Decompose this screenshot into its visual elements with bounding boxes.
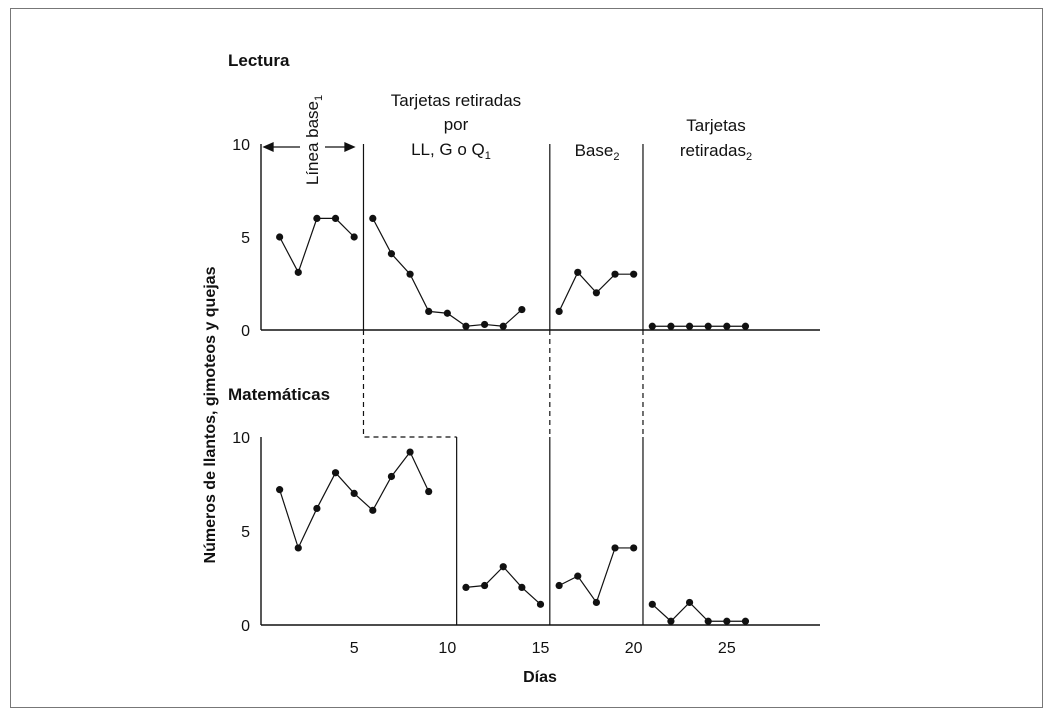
series-line-matematicas-1 bbox=[279, 450, 430, 550]
y-tick-label-lectura-10: 10 bbox=[232, 137, 250, 154]
data-point-lectura-2-5 bbox=[443, 309, 451, 317]
phase-label-cards1-line3: LL, G o Q1 bbox=[411, 140, 491, 162]
data-point-matematicas-2-5 bbox=[536, 600, 545, 608]
data-point-matematicas-3-3 bbox=[592, 598, 601, 607]
series-line-matematicas-4 bbox=[651, 601, 746, 623]
data-point-matematicas-4-6 bbox=[741, 617, 750, 625]
data-point-lectura-2-9 bbox=[518, 305, 526, 314]
y-tick-label-matematicas-0: 0 bbox=[241, 618, 250, 635]
y-tick-label-lectura-5: 5 bbox=[241, 230, 250, 247]
plot-layer: 0 5 10 0 5 10 5 10 15 20 25 bbox=[232, 137, 820, 657]
data-point-matematicas-1-6 bbox=[369, 506, 377, 514]
x-tick-label-5: 5 bbox=[350, 640, 359, 657]
data-point-lectura-3-5 bbox=[630, 270, 638, 278]
data-point-matematicas-4-4 bbox=[704, 617, 712, 625]
series-line-lectura-1 bbox=[279, 217, 355, 274]
arrow-left-head bbox=[262, 141, 274, 153]
data-point-matematicas-3-5 bbox=[630, 544, 638, 552]
phase-label-cards1-line1: Tarjetas retiradas bbox=[391, 91, 521, 110]
x-tick-label-10: 10 bbox=[438, 640, 456, 657]
phase-label-cards2-line1: Tarjetas bbox=[686, 116, 746, 135]
panel-title-matematicas: Matemáticas bbox=[228, 385, 330, 404]
x-tick-label-20: 20 bbox=[625, 640, 643, 657]
arrow-right-head bbox=[344, 141, 356, 153]
data-point-matematicas-1-1 bbox=[276, 486, 284, 494]
x-tick-label-15: 15 bbox=[532, 640, 550, 657]
phase-label-base2: Base2 bbox=[575, 141, 620, 163]
data-point-lectura-1-3 bbox=[313, 214, 321, 222]
data-point-lectura-2-1 bbox=[369, 214, 377, 222]
data-point-matematicas-2-3 bbox=[499, 563, 507, 571]
data-point-matematicas-1-7 bbox=[387, 472, 396, 481]
phase-label-cards1-line3-sub: 1 bbox=[485, 150, 491, 162]
y-axis-title: Números de llantos, gimoteos y quejas bbox=[202, 266, 219, 563]
data-point-matematicas-4-5 bbox=[723, 617, 731, 625]
data-point-matematicas-1-5 bbox=[350, 489, 358, 497]
data-point-lectura-4-4 bbox=[704, 322, 712, 330]
phase-label-base1-sub: 1 bbox=[313, 95, 325, 101]
y-tick-label-matematicas-10: 10 bbox=[232, 430, 250, 447]
data-point-lectura-3-1 bbox=[555, 307, 563, 315]
data-point-lectura-2-6 bbox=[462, 322, 470, 330]
phase-label-cards2-line2: retiradas2 bbox=[680, 141, 752, 163]
data-point-lectura-3-4 bbox=[611, 270, 619, 278]
phase-label-cards1-line3-text: LL, G o Q bbox=[411, 140, 485, 159]
data-point-matematicas-2-2 bbox=[481, 581, 489, 590]
data-point-lectura-4-6 bbox=[741, 322, 750, 330]
y-tick-label-matematicas-5: 5 bbox=[241, 524, 250, 541]
data-point-lectura-1-4 bbox=[331, 214, 340, 222]
data-point-lectura-4-2 bbox=[667, 322, 675, 330]
data-point-lectura-2-8 bbox=[499, 322, 507, 330]
phase-label-base2-text: Base bbox=[575, 141, 614, 160]
data-point-lectura-3-2 bbox=[574, 268, 582, 276]
panel-title-lectura: Lectura bbox=[228, 51, 290, 70]
dashed-connector-1 bbox=[362, 330, 457, 438]
x-tick-label-25: 25 bbox=[718, 640, 736, 657]
phase-label-base2-sub: 2 bbox=[613, 151, 619, 163]
x-axis-title: Días bbox=[523, 669, 557, 686]
phase-label-base1: Línea base1 bbox=[303, 95, 325, 185]
y-tick-label-lectura-0: 0 bbox=[241, 323, 250, 340]
data-point-lectura-3-3 bbox=[592, 289, 601, 297]
series-line-matematicas-2 bbox=[465, 565, 541, 605]
phase-label-cards1-line2: por bbox=[444, 115, 469, 134]
data-point-matematicas-2-1 bbox=[462, 583, 470, 592]
data-point-matematicas-1-3 bbox=[313, 504, 321, 513]
data-point-lectura-4-3 bbox=[685, 322, 694, 330]
data-point-lectura-1-2 bbox=[294, 268, 302, 276]
data-point-lectura-4-5 bbox=[723, 322, 731, 330]
data-point-lectura-2-3 bbox=[406, 270, 414, 278]
data-point-matematicas-1-8 bbox=[406, 448, 414, 456]
phase-label-cards2-line2-sub: 2 bbox=[746, 151, 752, 163]
data-point-lectura-2-7 bbox=[481, 320, 489, 329]
data-point-matematicas-3-2 bbox=[574, 572, 582, 580]
baseline-arrows bbox=[262, 141, 356, 153]
data-point-lectura-2-2 bbox=[387, 250, 396, 258]
data-point-matematicas-2-4 bbox=[518, 583, 526, 592]
data-point-lectura-1-5 bbox=[350, 233, 358, 241]
data-point-lectura-1-1 bbox=[276, 233, 284, 241]
data-point-matematicas-4-1 bbox=[648, 600, 656, 608]
data-point-matematicas-1-2 bbox=[294, 544, 302, 552]
data-point-matematicas-1-4 bbox=[331, 469, 340, 477]
data-point-matematicas-3-1 bbox=[555, 581, 563, 590]
data-point-matematicas-4-2 bbox=[667, 617, 675, 625]
data-point-matematicas-3-4 bbox=[611, 544, 619, 552]
data-point-lectura-2-4 bbox=[425, 307, 433, 315]
phase-label-cards2-line2-text: retiradas bbox=[680, 141, 746, 160]
data-point-matematicas-1-9 bbox=[425, 487, 433, 496]
data-point-lectura-4-1 bbox=[648, 322, 656, 330]
phase-label-base1-text: Línea base bbox=[303, 101, 322, 185]
series-line-matematicas-3 bbox=[558, 547, 634, 604]
data-point-matematicas-4-3 bbox=[685, 598, 694, 607]
